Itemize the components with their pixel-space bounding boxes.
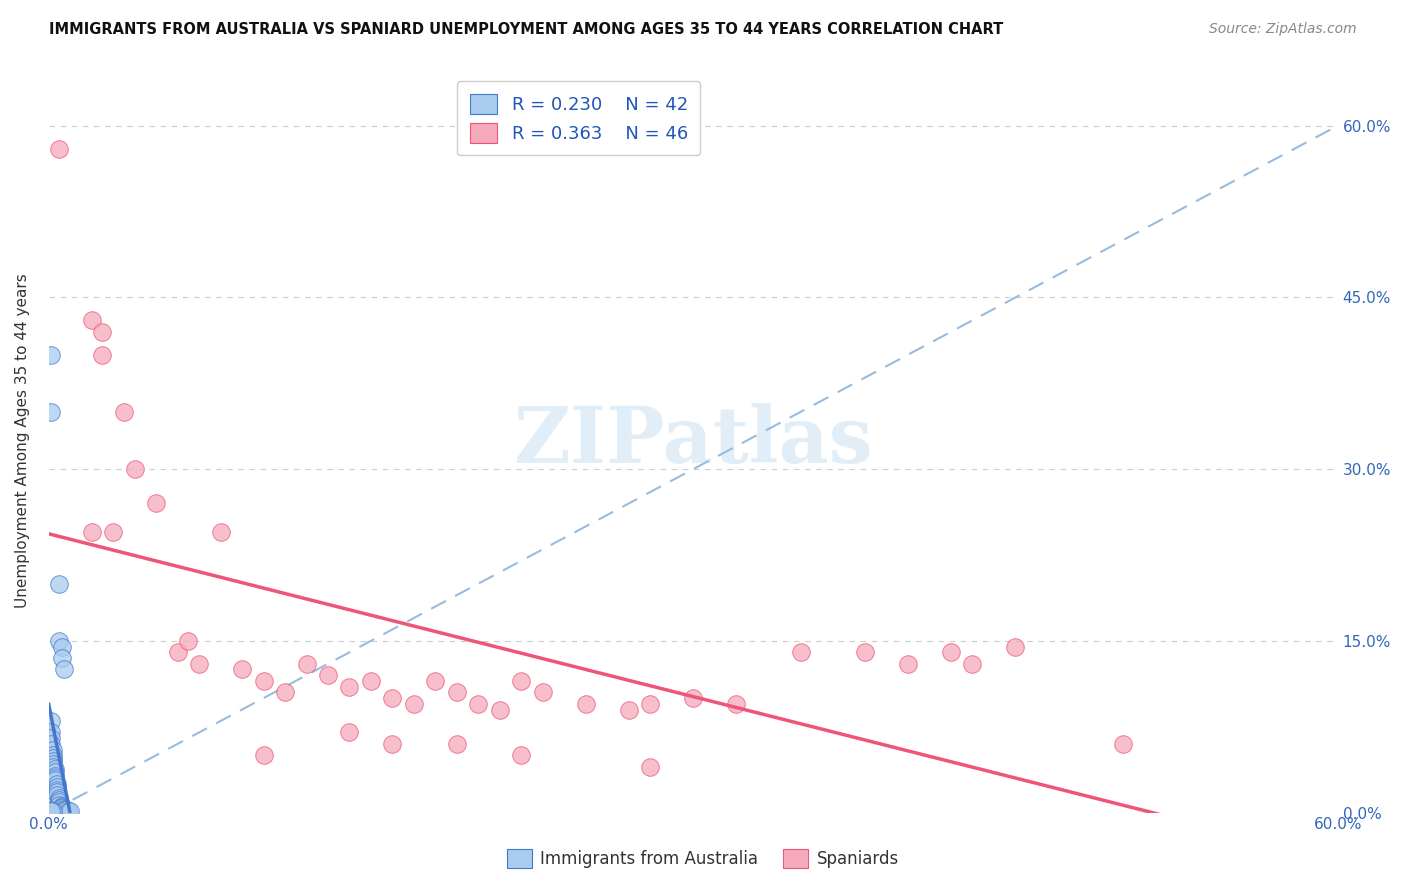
Point	[381, 691, 404, 706]
Point	[46, 789, 69, 803]
Point	[44, 773, 66, 788]
Point	[166, 645, 188, 659]
Point	[46, 777, 69, 791]
Point	[339, 680, 361, 694]
Point	[48, 790, 70, 805]
Point	[789, 645, 811, 659]
Point	[91, 325, 114, 339]
Legend: Immigrants from Australia, Spaniards: Immigrants from Australia, Spaniards	[501, 843, 905, 875]
Point	[575, 697, 598, 711]
Point	[897, 657, 920, 671]
Point	[231, 663, 253, 677]
Point	[853, 645, 876, 659]
Point	[39, 803, 62, 817]
Point	[124, 462, 146, 476]
Point	[48, 795, 70, 809]
Point	[638, 697, 661, 711]
Y-axis label: Unemployment Among Ages 35 to 44 years: Unemployment Among Ages 35 to 44 years	[15, 273, 30, 608]
Point	[48, 797, 70, 812]
Point	[56, 805, 79, 819]
Point	[295, 657, 318, 671]
Text: Source: ZipAtlas.com: Source: ZipAtlas.com	[1209, 22, 1357, 37]
Point	[425, 673, 447, 688]
Text: IMMIGRANTS FROM AUSTRALIA VS SPANIARD UNEMPLOYMENT AMONG AGES 35 TO 44 YEARS COR: IMMIGRANTS FROM AUSTRALIA VS SPANIARD UN…	[49, 22, 1004, 37]
Text: ZIPatlas: ZIPatlas	[513, 402, 873, 478]
Point	[962, 657, 984, 671]
Point	[46, 782, 69, 797]
Point	[39, 714, 62, 728]
Point	[209, 525, 232, 540]
Point	[489, 702, 512, 716]
Point	[145, 496, 167, 510]
Point	[42, 748, 65, 763]
Point	[103, 525, 125, 540]
Legend: R = 0.230    N = 42, R = 0.363    N = 46: R = 0.230 N = 42, R = 0.363 N = 46	[457, 81, 700, 155]
Point	[48, 576, 70, 591]
Point	[39, 805, 62, 819]
Point	[467, 697, 489, 711]
Point	[638, 760, 661, 774]
Point	[39, 737, 62, 751]
Point	[252, 673, 274, 688]
Point	[39, 731, 62, 746]
Point	[52, 803, 75, 817]
Point	[682, 691, 704, 706]
Point	[381, 737, 404, 751]
Point	[112, 405, 135, 419]
Point	[725, 697, 748, 711]
Point	[51, 798, 73, 813]
Point	[510, 748, 533, 763]
Point	[42, 805, 65, 819]
Point	[360, 673, 382, 688]
Point	[1112, 737, 1135, 751]
Point	[51, 800, 73, 814]
Point	[42, 757, 65, 772]
Point	[59, 805, 82, 819]
Point	[39, 348, 62, 362]
Point	[48, 633, 70, 648]
Point	[44, 769, 66, 783]
Point	[39, 405, 62, 419]
Point	[617, 702, 640, 716]
Point	[46, 785, 69, 799]
Point	[39, 725, 62, 739]
Point	[48, 793, 70, 807]
Point	[44, 765, 66, 780]
Point	[402, 697, 425, 711]
Point	[44, 762, 66, 776]
Point	[48, 142, 70, 156]
Point	[91, 348, 114, 362]
Point	[446, 737, 468, 751]
Point	[51, 651, 73, 665]
Point	[46, 780, 69, 795]
Point	[42, 750, 65, 764]
Point	[42, 742, 65, 756]
Point	[52, 663, 75, 677]
Point	[42, 754, 65, 768]
Point	[531, 685, 554, 699]
Point	[51, 640, 73, 654]
Point	[177, 633, 200, 648]
Point	[339, 725, 361, 739]
Point	[44, 771, 66, 785]
Point	[52, 802, 75, 816]
Point	[188, 657, 211, 671]
Point	[55, 803, 77, 817]
Point	[1004, 640, 1026, 654]
Point	[274, 685, 297, 699]
Point	[316, 668, 339, 682]
Point	[939, 645, 962, 659]
Point	[51, 801, 73, 815]
Point	[80, 525, 103, 540]
Point	[510, 673, 533, 688]
Point	[252, 748, 274, 763]
Point	[80, 313, 103, 327]
Point	[42, 760, 65, 774]
Point	[446, 685, 468, 699]
